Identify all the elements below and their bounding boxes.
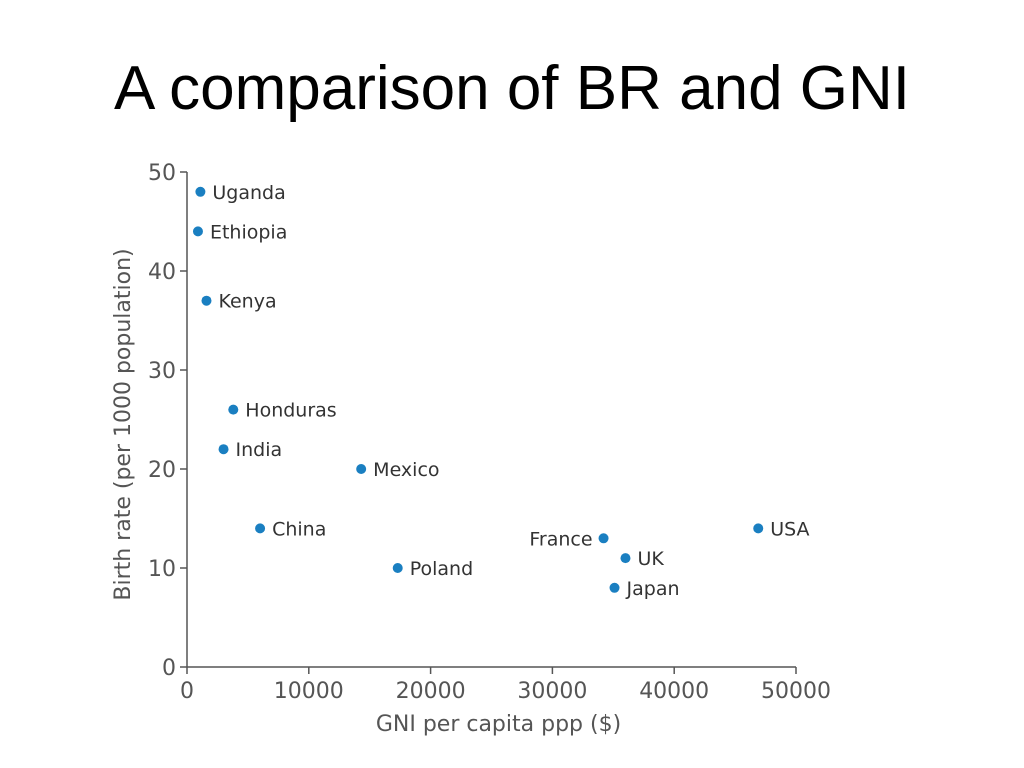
data-points — [192, 186, 764, 593]
data-label: France — [529, 528, 592, 550]
x-tick-label: 50000 — [761, 679, 831, 704]
y-tick-label: 40 — [148, 260, 176, 285]
data-point — [218, 444, 229, 455]
data-point — [228, 404, 239, 415]
data-point — [609, 582, 620, 593]
x-axis-title: GNI per capita ppp ($) — [376, 712, 621, 737]
y-tick-label: 0 — [162, 656, 176, 681]
data-label: Ethiopia — [210, 221, 287, 243]
y-tick-label: 30 — [148, 359, 176, 384]
data-point — [598, 533, 609, 544]
data-label: Mexico — [373, 459, 439, 481]
x-tick-label: 10000 — [274, 679, 344, 704]
y-tick-label: 20 — [148, 458, 176, 483]
y-tick-label: 10 — [148, 557, 176, 582]
ticks: 0 10000 20000 30000 40000 50000 0 10 20 30 40 50 — [148, 161, 831, 704]
data-label: Uganda — [212, 182, 285, 204]
data-label: UK — [637, 548, 664, 570]
data-point — [392, 563, 403, 573]
data-label: Kenya — [218, 291, 276, 313]
x-tick-label: 40000 — [639, 679, 709, 704]
data-point — [192, 226, 203, 237]
data-label: India — [236, 439, 283, 461]
data-point — [195, 186, 206, 197]
data-label: China — [272, 518, 326, 540]
data-point — [255, 523, 266, 534]
data-label: USA — [770, 518, 809, 540]
slide-title: A comparison of BR and GNI — [113, 54, 911, 123]
axes — [186, 172, 796, 668]
data-point — [201, 295, 212, 306]
x-tick-label: 30000 — [517, 679, 587, 704]
data-point — [356, 464, 367, 474]
data-label: Honduras — [245, 400, 336, 422]
data-point — [753, 523, 764, 534]
y-axis-title: Birth rate (per 1000 population) — [111, 248, 136, 600]
data-label: Japan — [626, 578, 680, 600]
data-label: Poland — [410, 558, 473, 580]
x-tick-label: 0 — [180, 679, 194, 704]
y-tick-label: 50 — [148, 161, 176, 186]
x-tick-label: 20000 — [396, 679, 466, 704]
data-labels: Uganda Ethiopia Kenya Honduras India Mexico Ch… — [210, 182, 810, 600]
data-point — [620, 553, 631, 564]
